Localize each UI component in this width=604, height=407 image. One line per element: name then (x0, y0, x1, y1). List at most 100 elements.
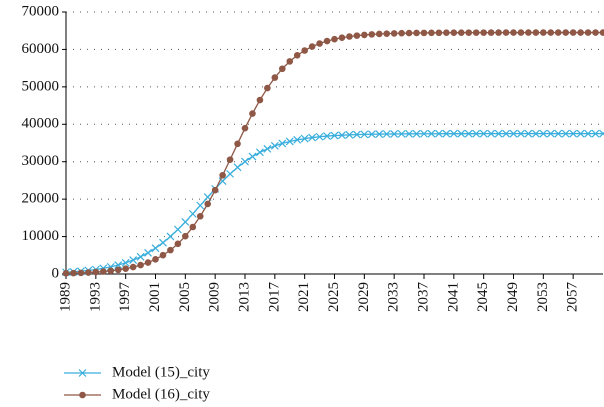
marker (248, 152, 257, 161)
marker (196, 201, 205, 210)
marker (323, 37, 331, 45)
marker (188, 209, 197, 218)
marker (510, 29, 517, 36)
marker (255, 148, 264, 157)
marker (79, 391, 86, 399)
marker (249, 110, 256, 117)
marker (495, 29, 502, 36)
marker (107, 267, 115, 275)
marker (591, 129, 600, 138)
marker (173, 225, 182, 234)
marker (479, 129, 488, 138)
marker (166, 232, 175, 241)
series-line (65, 31, 603, 274)
marker (449, 129, 458, 138)
marker (263, 144, 272, 153)
marker (278, 65, 286, 73)
marker (211, 186, 219, 194)
marker (472, 129, 481, 138)
y-tick-label: 0 (52, 265, 60, 281)
marker (532, 29, 540, 36)
marker (152, 255, 159, 263)
marker (241, 157, 249, 166)
marker (546, 129, 555, 138)
marker (144, 248, 152, 257)
marker (420, 129, 428, 138)
marker (457, 129, 466, 138)
y-tick-label: 10000 (22, 228, 60, 244)
marker (435, 29, 443, 37)
marker (427, 129, 436, 138)
marker (569, 29, 577, 36)
x-tick-label: 2025 (326, 282, 342, 312)
marker (151, 244, 160, 253)
marker (323, 132, 331, 141)
x-tick-label: 2009 (207, 282, 223, 312)
legend-label: Model (15)_city (112, 364, 210, 380)
marker (412, 129, 421, 138)
marker (293, 52, 301, 59)
x-tick-label: 2037 (415, 282, 431, 313)
marker (352, 130, 361, 139)
marker (308, 133, 317, 142)
marker (92, 268, 100, 276)
x-tick-label: 2013 (236, 282, 252, 312)
x-tick-label: 2017 (266, 282, 282, 313)
marker (398, 29, 405, 37)
marker (465, 29, 473, 36)
y-tick-label: 50000 (22, 78, 60, 94)
marker (405, 129, 414, 138)
marker (547, 29, 555, 36)
marker (487, 129, 496, 138)
marker (368, 31, 376, 38)
marker (301, 47, 308, 54)
marker (121, 258, 130, 267)
x-tick-label: 2041 (445, 282, 461, 312)
marker (375, 30, 383, 38)
marker (561, 129, 570, 138)
marker (390, 130, 399, 138)
x-tick-label: 2045 (475, 282, 491, 312)
marker (428, 29, 435, 37)
x-tick-label: 2033 (386, 282, 402, 312)
marker (509, 129, 518, 138)
y-tick-label: 30000 (22, 153, 60, 169)
marker (144, 259, 152, 266)
marker (182, 232, 189, 240)
marker (278, 139, 287, 148)
marker (584, 129, 593, 138)
marker (353, 32, 361, 39)
marker (375, 130, 384, 139)
marker (413, 29, 420, 37)
y-tick-label: 40000 (22, 116, 60, 132)
marker (360, 130, 369, 139)
marker (502, 129, 510, 138)
x-tick-label: 2029 (356, 282, 372, 312)
marker (346, 33, 353, 40)
marker (502, 29, 510, 36)
marker (562, 29, 570, 36)
marker (285, 137, 294, 146)
marker (338, 131, 346, 140)
marker (361, 31, 368, 39)
marker (338, 34, 346, 41)
marker (397, 129, 406, 138)
x-tick-label: 2057 (565, 282, 581, 313)
marker (599, 129, 604, 138)
marker (300, 134, 309, 143)
x-tick-label: 1989 (57, 282, 73, 312)
marker (85, 269, 92, 276)
marker (434, 129, 443, 138)
marker (390, 30, 398, 37)
marker (315, 132, 324, 141)
marker (219, 171, 226, 179)
marker (569, 129, 578, 138)
marker (383, 30, 391, 37)
x-tick-label: 2053 (535, 282, 551, 312)
marker (316, 40, 323, 47)
marker (517, 29, 525, 36)
marker (129, 263, 137, 271)
marker (382, 130, 391, 138)
marker (196, 212, 204, 220)
marker (524, 129, 533, 138)
